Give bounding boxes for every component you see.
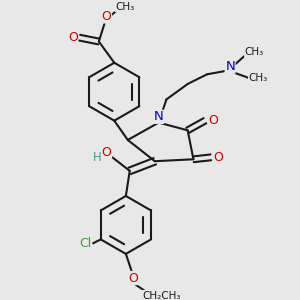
- Text: Cl: Cl: [79, 237, 92, 250]
- Text: CH₂CH₃: CH₂CH₃: [142, 291, 181, 300]
- Text: N: N: [154, 110, 164, 123]
- Text: H: H: [92, 151, 101, 164]
- Text: N: N: [225, 60, 235, 73]
- Text: CH₃: CH₃: [115, 2, 134, 12]
- Text: O: O: [68, 31, 78, 44]
- Text: O: O: [129, 272, 139, 284]
- Text: CH₃: CH₃: [244, 47, 264, 57]
- Text: O: O: [102, 10, 112, 23]
- Text: CH₃: CH₃: [248, 73, 268, 83]
- Text: O: O: [214, 151, 224, 164]
- Text: O: O: [208, 114, 218, 127]
- Text: O: O: [102, 146, 112, 159]
